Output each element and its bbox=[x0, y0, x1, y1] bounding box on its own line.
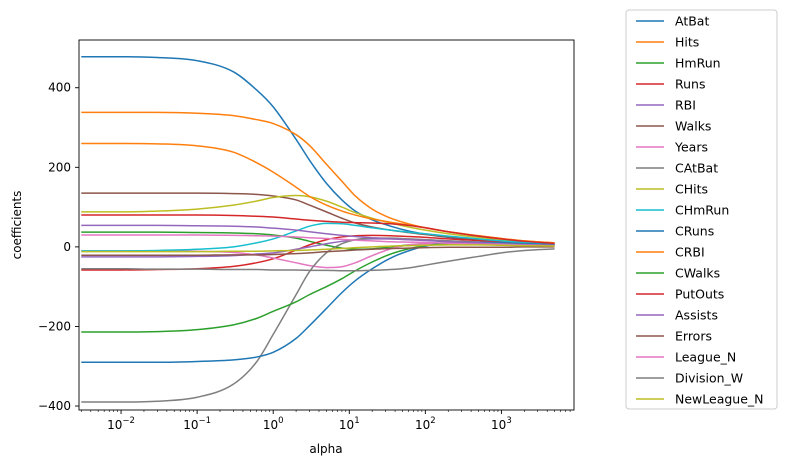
series-line-runs bbox=[81, 234, 555, 271]
legend-label: CRBI bbox=[675, 245, 705, 260]
legend-item-walks: Walks bbox=[636, 119, 711, 134]
y-axis-label: coefficients bbox=[10, 191, 24, 260]
legend-label: Years bbox=[674, 140, 708, 155]
legend-label: Walks bbox=[675, 119, 711, 134]
legend-item-division-w: Division_W bbox=[636, 371, 743, 386]
legend-item-assists: Assists bbox=[636, 308, 718, 323]
legend-frame bbox=[625, 9, 778, 410]
legend-item-rbi: RBI bbox=[636, 98, 696, 113]
legend-label: Errors bbox=[675, 329, 712, 344]
legend-label: League_N bbox=[675, 350, 736, 365]
legend-label: CWalks bbox=[675, 266, 720, 281]
legend-label: CHits bbox=[675, 182, 708, 197]
legend-item-runs: Runs bbox=[636, 77, 705, 92]
legend-item-league-n: League_N bbox=[636, 350, 736, 365]
legend-item-years: Years bbox=[636, 140, 708, 155]
legend-item-catbat: CAtBat bbox=[636, 161, 718, 176]
legend-label: CAtBat bbox=[675, 161, 718, 176]
x-tick-label: 100 bbox=[263, 416, 284, 432]
legend-label: CHmRun bbox=[675, 203, 729, 218]
legend-item-putouts: PutOuts bbox=[636, 287, 724, 302]
series-line-league-n bbox=[81, 234, 555, 247]
legend-label: CRuns bbox=[675, 224, 714, 239]
series-line-catbat bbox=[81, 237, 555, 403]
legend-item-chmrun: CHmRun bbox=[636, 203, 729, 218]
legend-item-cruns: CRuns bbox=[636, 224, 714, 239]
series-line-chits bbox=[81, 194, 555, 245]
series-line-assists bbox=[81, 224, 555, 247]
series-line-putouts bbox=[81, 214, 555, 245]
y-tick-label: −200 bbox=[38, 319, 71, 333]
legend-item-errors: Errors bbox=[636, 329, 712, 344]
x-tick-label: 10−2 bbox=[107, 416, 135, 432]
legend-item-hits: Hits bbox=[636, 35, 699, 50]
legend-item-newleague-n: NewLeague_N bbox=[636, 392, 764, 407]
y-tick-label: 200 bbox=[48, 160, 71, 174]
legend: AtBat Hits HmRun Runs RBI Walks Years CAtBat CHi… bbox=[625, 9, 778, 410]
legend-item-crbi: CRBI bbox=[636, 245, 705, 260]
legend-label: NewLeague_N bbox=[675, 392, 764, 407]
series-line-division-w bbox=[81, 248, 555, 272]
series-line-newleague-n bbox=[81, 244, 555, 253]
series-layer bbox=[81, 55, 555, 403]
legend-label: Runs bbox=[675, 77, 705, 92]
x-tick-label: 101 bbox=[339, 416, 360, 432]
legend-label: PutOuts bbox=[675, 287, 724, 302]
legend-label: RBI bbox=[675, 98, 696, 113]
axes-layer: 10−2 10−1 100 101 102 103 400 200 0 −200 −400 bbox=[38, 81, 571, 432]
x-tick-label: 102 bbox=[415, 416, 436, 432]
legend-label: Hits bbox=[675, 35, 699, 50]
series-line-chmrun bbox=[81, 222, 555, 252]
x-axis-label: alpha bbox=[309, 442, 342, 456]
y-tick-label: 400 bbox=[48, 81, 71, 95]
y-tick-label: 0 bbox=[63, 240, 71, 254]
y-tick-label: −400 bbox=[38, 399, 71, 413]
legend-label: Assists bbox=[675, 308, 718, 323]
plot-frame bbox=[78, 39, 575, 411]
x-tick-label: 103 bbox=[491, 416, 512, 432]
legend-item-cwalks: CWalks bbox=[636, 266, 720, 281]
x-tick-label: 10−1 bbox=[183, 416, 211, 432]
legend-label: HmRun bbox=[675, 56, 721, 71]
legend-label: Division_W bbox=[675, 371, 743, 386]
series-line-errors bbox=[81, 246, 555, 256]
legend-item-hmrun: HmRun bbox=[636, 56, 721, 71]
legend-item-chits: CHits bbox=[636, 182, 708, 197]
legend-item-atbat: AtBat bbox=[636, 14, 709, 29]
legend-label: AtBat bbox=[675, 14, 709, 29]
